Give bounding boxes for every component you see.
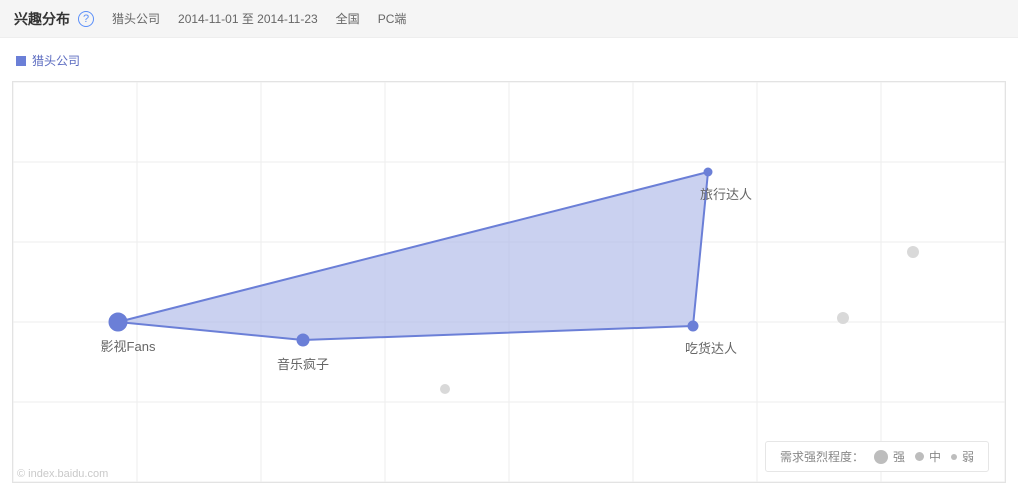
intensity-title: 需求强烈程度：: [780, 448, 864, 465]
watermark: © index.baidu.com: [17, 468, 108, 480]
help-icon[interactable]: ?: [78, 11, 94, 27]
intensity-dot-strong: [874, 450, 888, 464]
node-label: 音乐疯子: [277, 354, 329, 373]
page-title: 兴趣分布: [14, 9, 70, 29]
intensity-medium: 中: [915, 448, 941, 465]
node-label: 旅行达人: [700, 184, 752, 203]
series-legend[interactable]: 猎头公司: [0, 38, 1018, 75]
header-date-range: 2014-11-01 至 2014-11-23: [178, 10, 318, 27]
interest-chart: 影视Fans 音乐疯子 吃货达人 旅行达人 需求强烈程度： 强 中 弱 © index…: [12, 81, 1006, 483]
intensity-legend: 需求强烈程度： 强 中 弱: [765, 441, 989, 472]
header-keyword: 猎头公司: [112, 10, 160, 27]
series-label: 猎头公司: [32, 52, 80, 69]
header-bar: 兴趣分布 ? 猎头公司 2014-11-01 至 2014-11-23 全国 P…: [0, 0, 1018, 38]
intensity-strong: 强: [874, 448, 905, 465]
node-label: 吃货达人: [685, 338, 737, 357]
header-region: 全国: [336, 10, 360, 27]
series-color-swatch: [16, 56, 26, 66]
chart-svg: [13, 82, 1005, 482]
node-label: 影视Fans: [101, 336, 156, 355]
intensity-weak: 弱: [951, 448, 974, 465]
intensity-dot-weak: [951, 454, 957, 460]
header-platform: PC端: [378, 10, 407, 27]
intensity-dot-medium: [915, 452, 924, 461]
